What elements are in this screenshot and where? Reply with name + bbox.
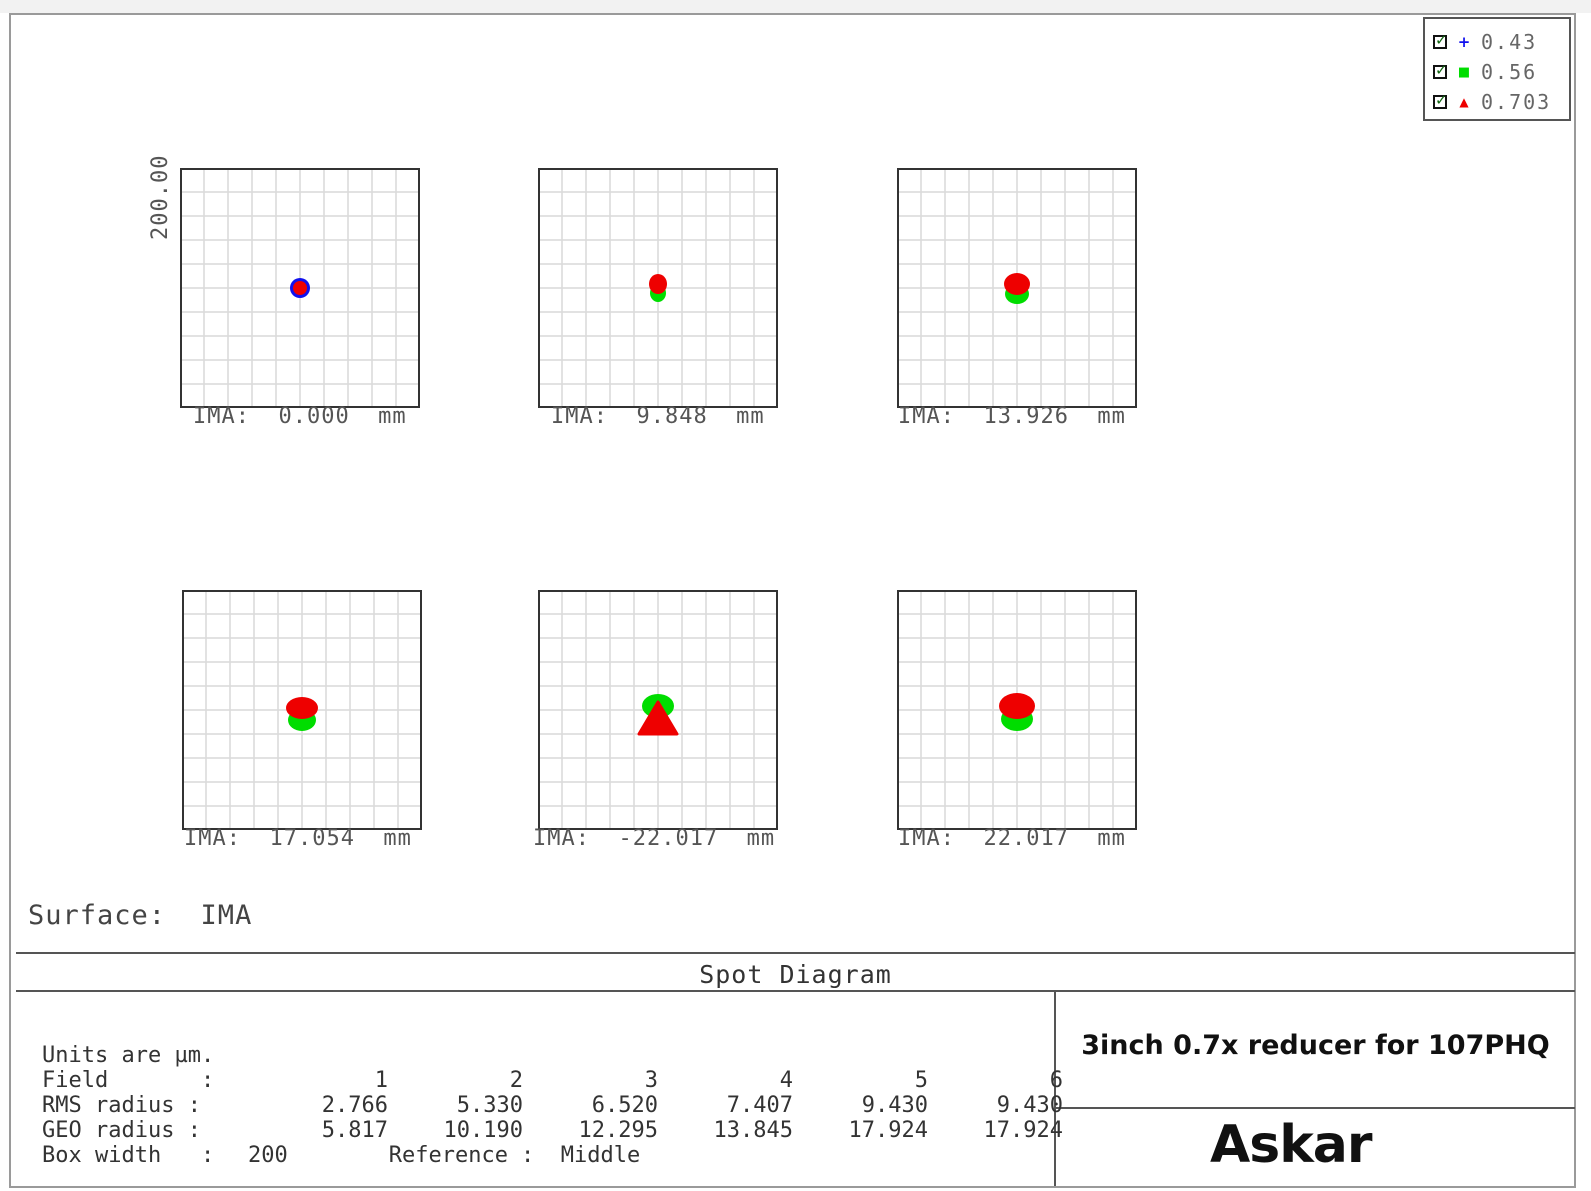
red-triangle-icon: ▲ [1459, 95, 1469, 109]
product-title: 3inch 0.7x reducer for 107PHQ [1081, 1030, 1550, 1061]
field-label-3: IMA: 13.926 mm [898, 404, 1126, 429]
box-scale-label: 200.00 [148, 154, 173, 240]
table-cell: 6.520 [591, 1093, 658, 1118]
spot-panel-2 [538, 168, 778, 408]
table-cell: 13.845 [713, 1118, 793, 1143]
table-cell: 17.924 [848, 1118, 928, 1143]
divider [1054, 990, 1056, 1186]
table-cell: 10.190 [443, 1118, 523, 1143]
row-label: GEO radius : [42, 1118, 201, 1143]
units-text: Units are µm. [42, 1043, 215, 1068]
spot-statistics: Units are µm. Field : 1 2 3 4 5 6 RMS ra… [42, 1043, 1063, 1168]
spot-panel-3 [897, 168, 1137, 408]
table-cell: 17.924 [983, 1118, 1063, 1143]
surface-label: Surface: IMA [28, 900, 253, 931]
row-label: Box width : [42, 1143, 215, 1168]
spot-panel-1 [180, 168, 420, 408]
panel-border [180, 168, 420, 408]
legend-row-2[interactable]: ■ 0.56 [1433, 59, 1537, 85]
divider [16, 990, 1575, 992]
spot-point [999, 693, 1035, 719]
plot-title: Spot Diagram [699, 960, 892, 989]
table-cell: 5.817 [321, 1118, 388, 1143]
spot-point [649, 274, 667, 294]
spot-point [293, 281, 307, 295]
row-label: Field : [42, 1068, 215, 1093]
plot-frame [9, 13, 1576, 1188]
spot-grid [538, 168, 778, 408]
askar-logo: Askar [1210, 1115, 1373, 1175]
table-cell: 9.430 [861, 1093, 928, 1118]
legend-value: 0.703 [1481, 90, 1552, 114]
spot-point [1004, 273, 1030, 295]
panel-border [182, 590, 422, 830]
table-cell: 2.766 [321, 1093, 388, 1118]
wavelength-legend: + 0.43 ■ 0.56 ▲ 0.703 [1423, 17, 1571, 121]
panel-border [538, 590, 778, 830]
legend-value: 0.56 [1481, 60, 1538, 84]
divider [1054, 1107, 1575, 1109]
checkbox-icon[interactable] [1433, 61, 1448, 79]
spot-grid [182, 590, 422, 830]
box-width-value: 200 [248, 1143, 288, 1168]
table-cell: 6 [1049, 1068, 1063, 1093]
table-cell: 12.295 [578, 1118, 658, 1143]
spot-grid [897, 168, 1137, 408]
table-cell: 1 [374, 1068, 388, 1093]
table-cell: 4 [779, 1068, 793, 1093]
spot-panel-5 [538, 590, 778, 830]
green-square-icon: ■ [1457, 64, 1471, 80]
field-label-6: IMA: 22.017 mm [898, 826, 1126, 851]
row-label: RMS radius : [42, 1093, 201, 1118]
panel-border [538, 168, 778, 408]
field-row: Field : 1 2 3 4 5 6 [42, 1068, 1063, 1093]
panel-border [897, 590, 1137, 830]
blue-plus-icon: + [1457, 33, 1471, 51]
table-cell: 3 [644, 1068, 658, 1093]
checkbox-icon[interactable] [1433, 91, 1448, 109]
spot-panel-6 [897, 590, 1137, 830]
field-label-1: IMA: 0.000 mm [193, 404, 407, 429]
table-cell: 5 [914, 1068, 928, 1093]
table-cell: 7.407 [726, 1093, 793, 1118]
spot-panel-4 [182, 590, 422, 830]
field-label-5: IMA: -22.017 mm [533, 826, 776, 851]
divider [16, 952, 1575, 954]
rms-row: RMS radius : 2.766 5.330 6.520 7.407 9.4… [42, 1093, 1063, 1118]
spot-grid [180, 168, 420, 408]
table-cell: 2 [509, 1068, 523, 1093]
reference-label: Reference [388, 1143, 508, 1168]
box-row: Box width : 200 Reference : Middle [42, 1143, 1063, 1168]
spot-point [637, 700, 679, 736]
panel-border [897, 168, 1137, 408]
reference-value: : Middle [521, 1143, 641, 1168]
field-label-2: IMA: 9.848 mm [551, 404, 765, 429]
table-cell: 9.430 [996, 1093, 1063, 1118]
window-top-strip [0, 0, 1591, 13]
field-label-4: IMA: 17.054 mm [184, 826, 412, 851]
spot-grid [538, 590, 778, 830]
checkbox-icon[interactable] [1433, 31, 1448, 49]
legend-row-1[interactable]: + 0.43 [1433, 29, 1537, 55]
legend-value: 0.43 [1481, 30, 1538, 54]
spot-point [286, 697, 318, 719]
geo-row: GEO radius : 5.817 10.190 12.295 13.845 … [42, 1118, 1063, 1143]
legend-row-3[interactable]: ▲ 0.703 [1433, 89, 1551, 115]
spot-grid [897, 590, 1137, 830]
table-cell: 5.330 [456, 1093, 523, 1118]
